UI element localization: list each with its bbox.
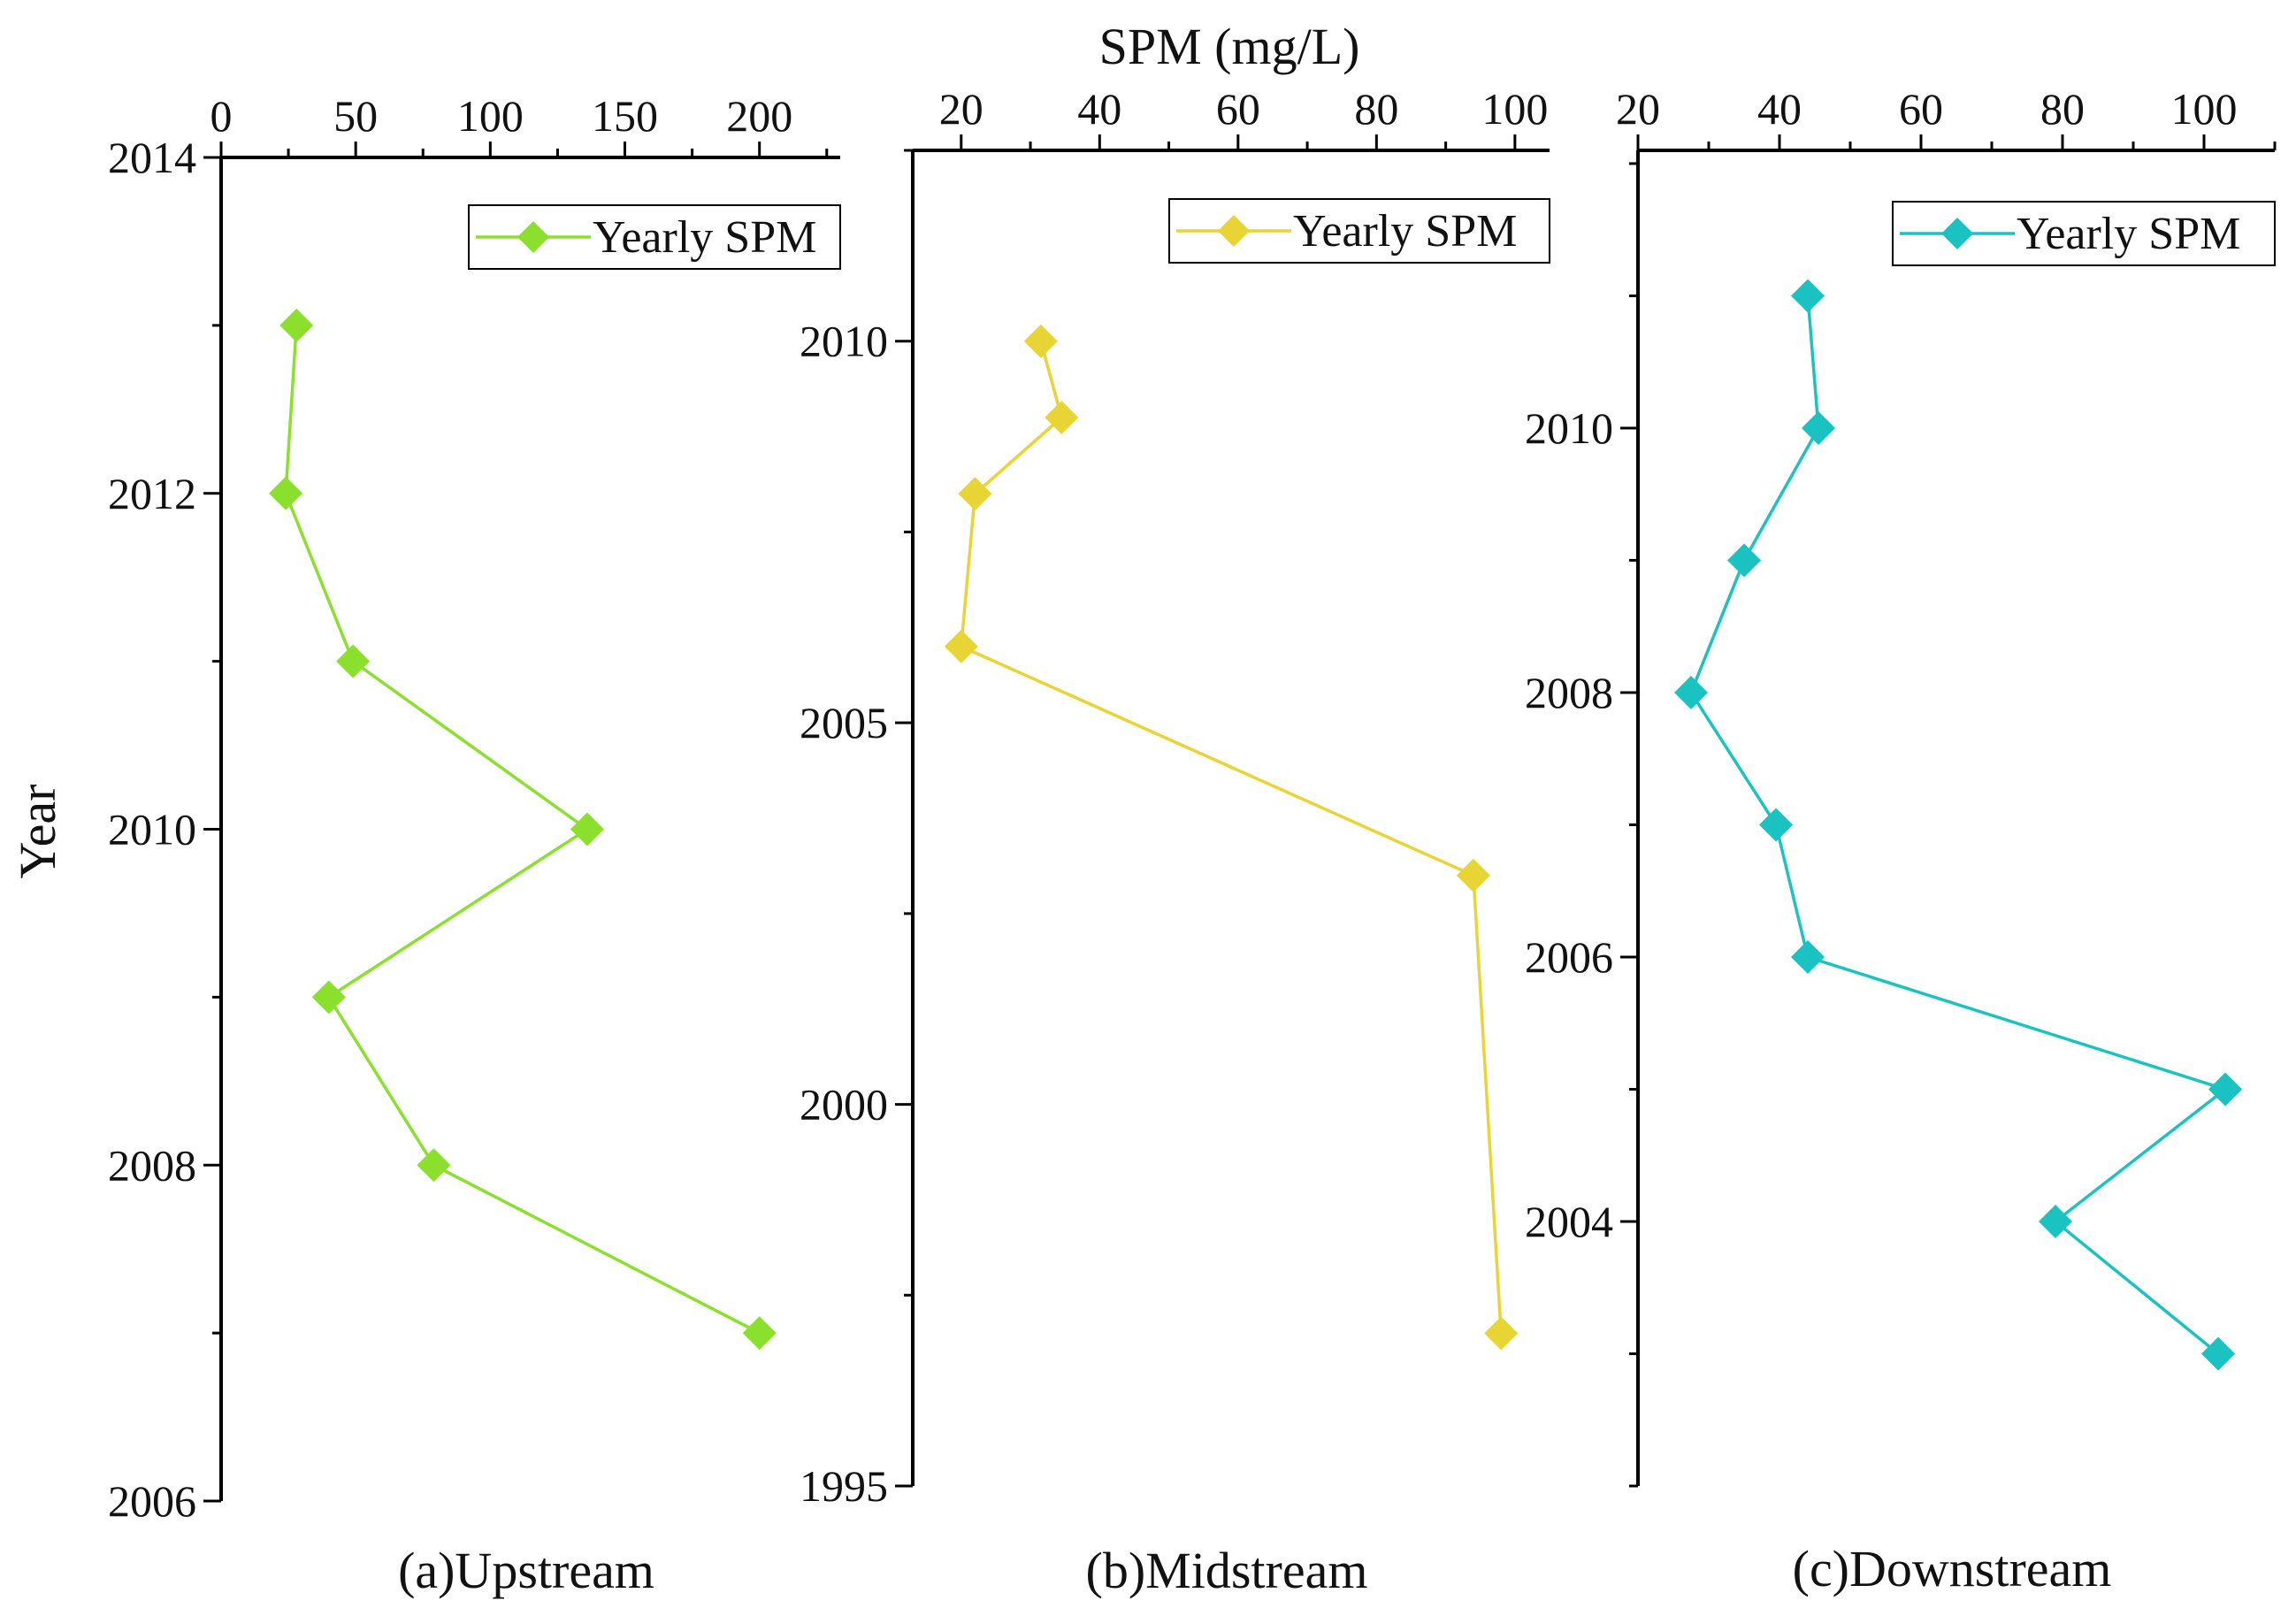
data-point-marker [570,812,604,846]
x-tick-label: 0 [210,91,233,141]
data-point-marker [2039,1204,2072,1238]
data-point-marker [417,1148,451,1183]
data-point-marker [944,629,978,663]
data-point-marker [269,476,303,510]
data-point-marker [336,644,371,678]
legend-label: Yearly SPM [1293,206,1517,257]
panel-caption: (c)Downstream [1793,1540,2112,1597]
legend: Yearly SPM [468,204,841,270]
panel-downstream: 20 40 60 80 100 2004 2006 2008 2010 Yearly SPM (c)… [1525,84,2277,1597]
x-tick-label: 80 [1354,84,1398,134]
data-point-marker [958,477,992,511]
x-tick-label: 80 [2040,84,2085,134]
panel-caption: (b)Midstream [1086,1542,1368,1599]
x-tick-label: 40 [1757,84,1802,134]
data-point-marker [1484,1316,1519,1351]
data-point-marker [1759,808,1793,842]
data-point-marker [1674,675,1708,709]
panel-caption: (a)Upstream [398,1542,654,1599]
legend: Yearly SPM [1168,198,1550,264]
data-point-marker [742,1316,777,1351]
x-tick-label: 100 [2171,84,2238,134]
data-point-marker [1802,410,1835,445]
legend-marker-swatch [517,221,549,253]
legend: Yearly SPM [1892,201,2276,266]
x-tick-label: 60 [1216,84,1260,134]
legend-marker-swatch [1218,215,1250,247]
panel-midstream: 20 40 60 80 100 1995 2000 2005 2010 Yearly SPM (b)… [800,84,1550,1599]
data-point-marker [2201,1336,2235,1371]
y-tick-label: 2008 [108,1140,196,1190]
data-point-marker [1023,324,1058,358]
legend-marker-swatch [1941,218,1973,249]
x-tick-label: 60 [1899,84,1943,134]
legend-label: Yearly SPM [593,212,816,263]
x-axis-title: SPM (mg/L) [1099,18,1360,75]
y-tick-label: 2010 [1525,403,1613,453]
legend-label: Yearly SPM [2017,209,2240,259]
y-tick-label: 2006 [108,1476,196,1526]
data-point-marker [1791,939,1825,974]
y-axis-title: Year [9,785,66,879]
y-tick-label: 2010 [108,805,196,854]
data-point-marker [311,980,346,1015]
data-point-marker [1727,543,1761,578]
y-tick-label: 2006 [1525,932,1613,982]
x-tick-label: 100 [457,91,524,141]
y-tick-label: 1995 [800,1461,888,1511]
data-point-marker [1791,279,1825,313]
y-tick-label: 2014 [108,133,196,182]
x-tick-label: 20 [939,84,983,134]
data-point-marker [2208,1072,2242,1107]
data-point-marker [1456,858,1490,892]
data-point-marker [1045,401,1079,434]
y-tick-label: 2010 [800,317,888,366]
x-tick-label: 100 [1481,84,1548,134]
y-tick-label: 2000 [800,1080,888,1130]
x-tick-label: 40 [1077,84,1121,134]
panel-upstream: 0 50 100 150 200 2006 2008 2010 2012 2014 Yearly S… [108,91,841,1599]
x-tick-label: 20 [1616,84,1660,134]
y-tick-label: 2004 [1525,1197,1613,1246]
y-tick-label: 2005 [800,698,888,747]
y-tick-label: 2012 [108,469,196,518]
data-point-marker [279,308,314,342]
x-tick-label: 50 [333,91,378,141]
x-tick-label: 200 [726,91,792,141]
x-tick-label: 150 [592,91,658,141]
y-tick-label: 2008 [1525,668,1613,717]
